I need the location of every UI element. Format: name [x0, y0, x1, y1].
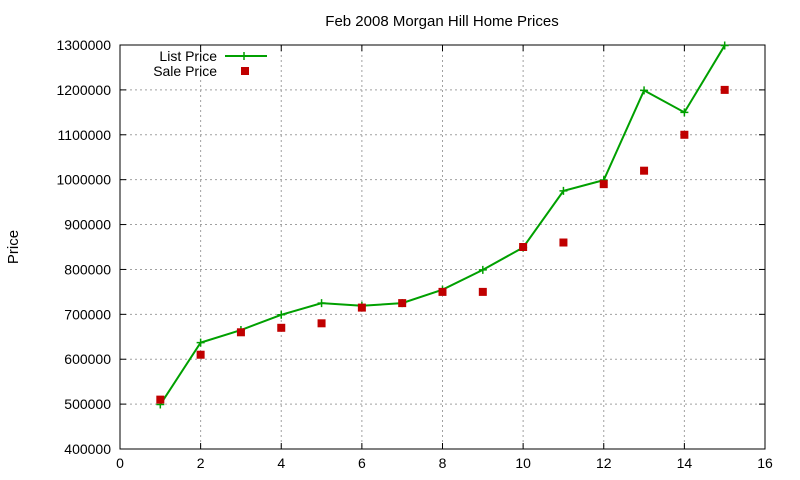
data-point [478, 287, 487, 296]
x-tick-label: 14 [677, 455, 693, 471]
x-tick-label: 4 [277, 455, 285, 471]
y-tick-label: 400000 [64, 441, 111, 457]
y-tick-label: 700000 [64, 306, 111, 322]
data-point [156, 395, 165, 404]
chart-title: Feb 2008 Morgan Hill Home Prices [325, 13, 558, 30]
legend-marker-sale-price [241, 67, 249, 75]
data-point [519, 243, 528, 251]
legend-marker-list-price [240, 52, 248, 60]
y-axis-label: Price [5, 230, 22, 264]
data-point [196, 350, 205, 359]
y-tick-label: 500000 [64, 396, 111, 412]
grid [120, 45, 765, 449]
data-point [438, 287, 447, 296]
legend-label-sale-price: Sale Price [153, 63, 217, 79]
y-tick-label: 1100000 [58, 127, 112, 143]
y-tick-labels: 400000 500000 600000 700000 800000 900000 1000… [56, 37, 111, 457]
x-tick-label: 0 [116, 455, 124, 471]
data-point [559, 238, 568, 247]
data-point [640, 86, 649, 95]
x-tick-label: 10 [515, 455, 531, 471]
data-point [277, 310, 286, 319]
y-tick-label: 800000 [64, 261, 111, 277]
x-tick-label: 6 [358, 455, 366, 471]
data-point [720, 41, 729, 50]
data-point [680, 130, 689, 139]
data-point [317, 299, 326, 308]
y-tick-label: 1000000 [56, 172, 111, 188]
x-tick-label: 2 [197, 455, 205, 471]
legend-label-list-price: List Price [159, 48, 217, 64]
data-point [478, 265, 487, 274]
data-point [599, 180, 608, 189]
data-point [317, 319, 326, 328]
data-point [680, 108, 689, 117]
data-point [196, 338, 205, 347]
data-point [236, 328, 245, 337]
data-point [720, 85, 729, 94]
x-tick-label: 12 [596, 455, 612, 471]
x-tick-labels: 0 2 4 6 8 10 12 14 16 [116, 455, 773, 471]
data-point [559, 186, 568, 195]
x-tick-label: 16 [757, 455, 773, 471]
series-sale-price [156, 85, 729, 404]
plot-frame [119, 44, 766, 450]
y-tick-label: 900000 [64, 217, 111, 233]
legend: List Price Sale Price [153, 48, 267, 79]
y-tick-label: 1300000 [56, 37, 111, 53]
data-point [398, 299, 407, 308]
series [156, 41, 729, 409]
data-point [277, 323, 286, 332]
y-tick-label: 1200000 [56, 82, 111, 98]
y-tick-label: 600000 [64, 351, 111, 367]
x-tick-label: 8 [439, 455, 447, 471]
data-point [640, 166, 649, 175]
data-point [357, 303, 366, 312]
